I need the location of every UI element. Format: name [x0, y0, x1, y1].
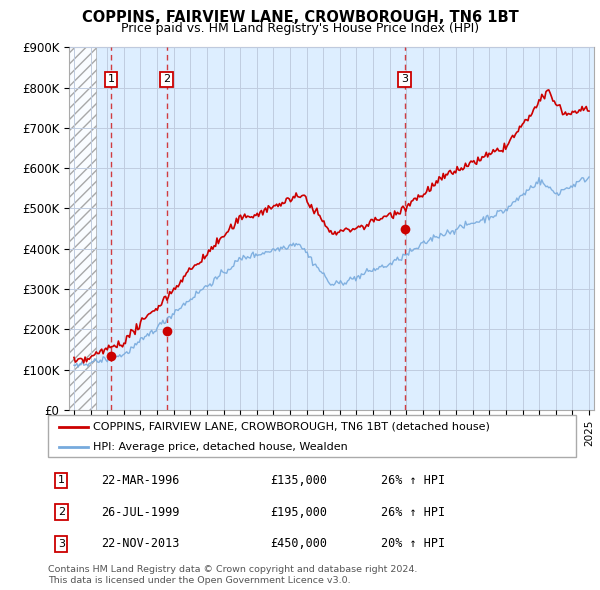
Text: HPI: Average price, detached house, Wealden: HPI: Average price, detached house, Weal…: [93, 442, 347, 451]
Text: 20% ↑ HPI: 20% ↑ HPI: [380, 537, 445, 550]
Text: 26% ↑ HPI: 26% ↑ HPI: [380, 474, 445, 487]
Text: £450,000: £450,000: [270, 537, 327, 550]
Text: COPPINS, FAIRVIEW LANE, CROWBOROUGH, TN6 1BT (detached house): COPPINS, FAIRVIEW LANE, CROWBOROUGH, TN6…: [93, 422, 490, 432]
Text: Contains HM Land Registry data © Crown copyright and database right 2024.
This d: Contains HM Land Registry data © Crown c…: [48, 565, 418, 585]
Text: 3: 3: [401, 74, 408, 84]
Text: 3: 3: [58, 539, 65, 549]
Text: 22-MAR-1996: 22-MAR-1996: [101, 474, 179, 487]
Text: 26-JUL-1999: 26-JUL-1999: [101, 506, 179, 519]
Text: 1: 1: [58, 476, 65, 486]
Text: £195,000: £195,000: [270, 506, 327, 519]
Text: 1: 1: [107, 74, 115, 84]
Text: 22-NOV-2013: 22-NOV-2013: [101, 537, 179, 550]
Text: 26% ↑ HPI: 26% ↑ HPI: [380, 506, 445, 519]
Text: 2: 2: [163, 74, 170, 84]
Text: 2: 2: [58, 507, 65, 517]
Text: £135,000: £135,000: [270, 474, 327, 487]
Text: Price paid vs. HM Land Registry's House Price Index (HPI): Price paid vs. HM Land Registry's House …: [121, 22, 479, 35]
Text: COPPINS, FAIRVIEW LANE, CROWBOROUGH, TN6 1BT: COPPINS, FAIRVIEW LANE, CROWBOROUGH, TN6…: [82, 10, 518, 25]
FancyBboxPatch shape: [48, 415, 576, 457]
